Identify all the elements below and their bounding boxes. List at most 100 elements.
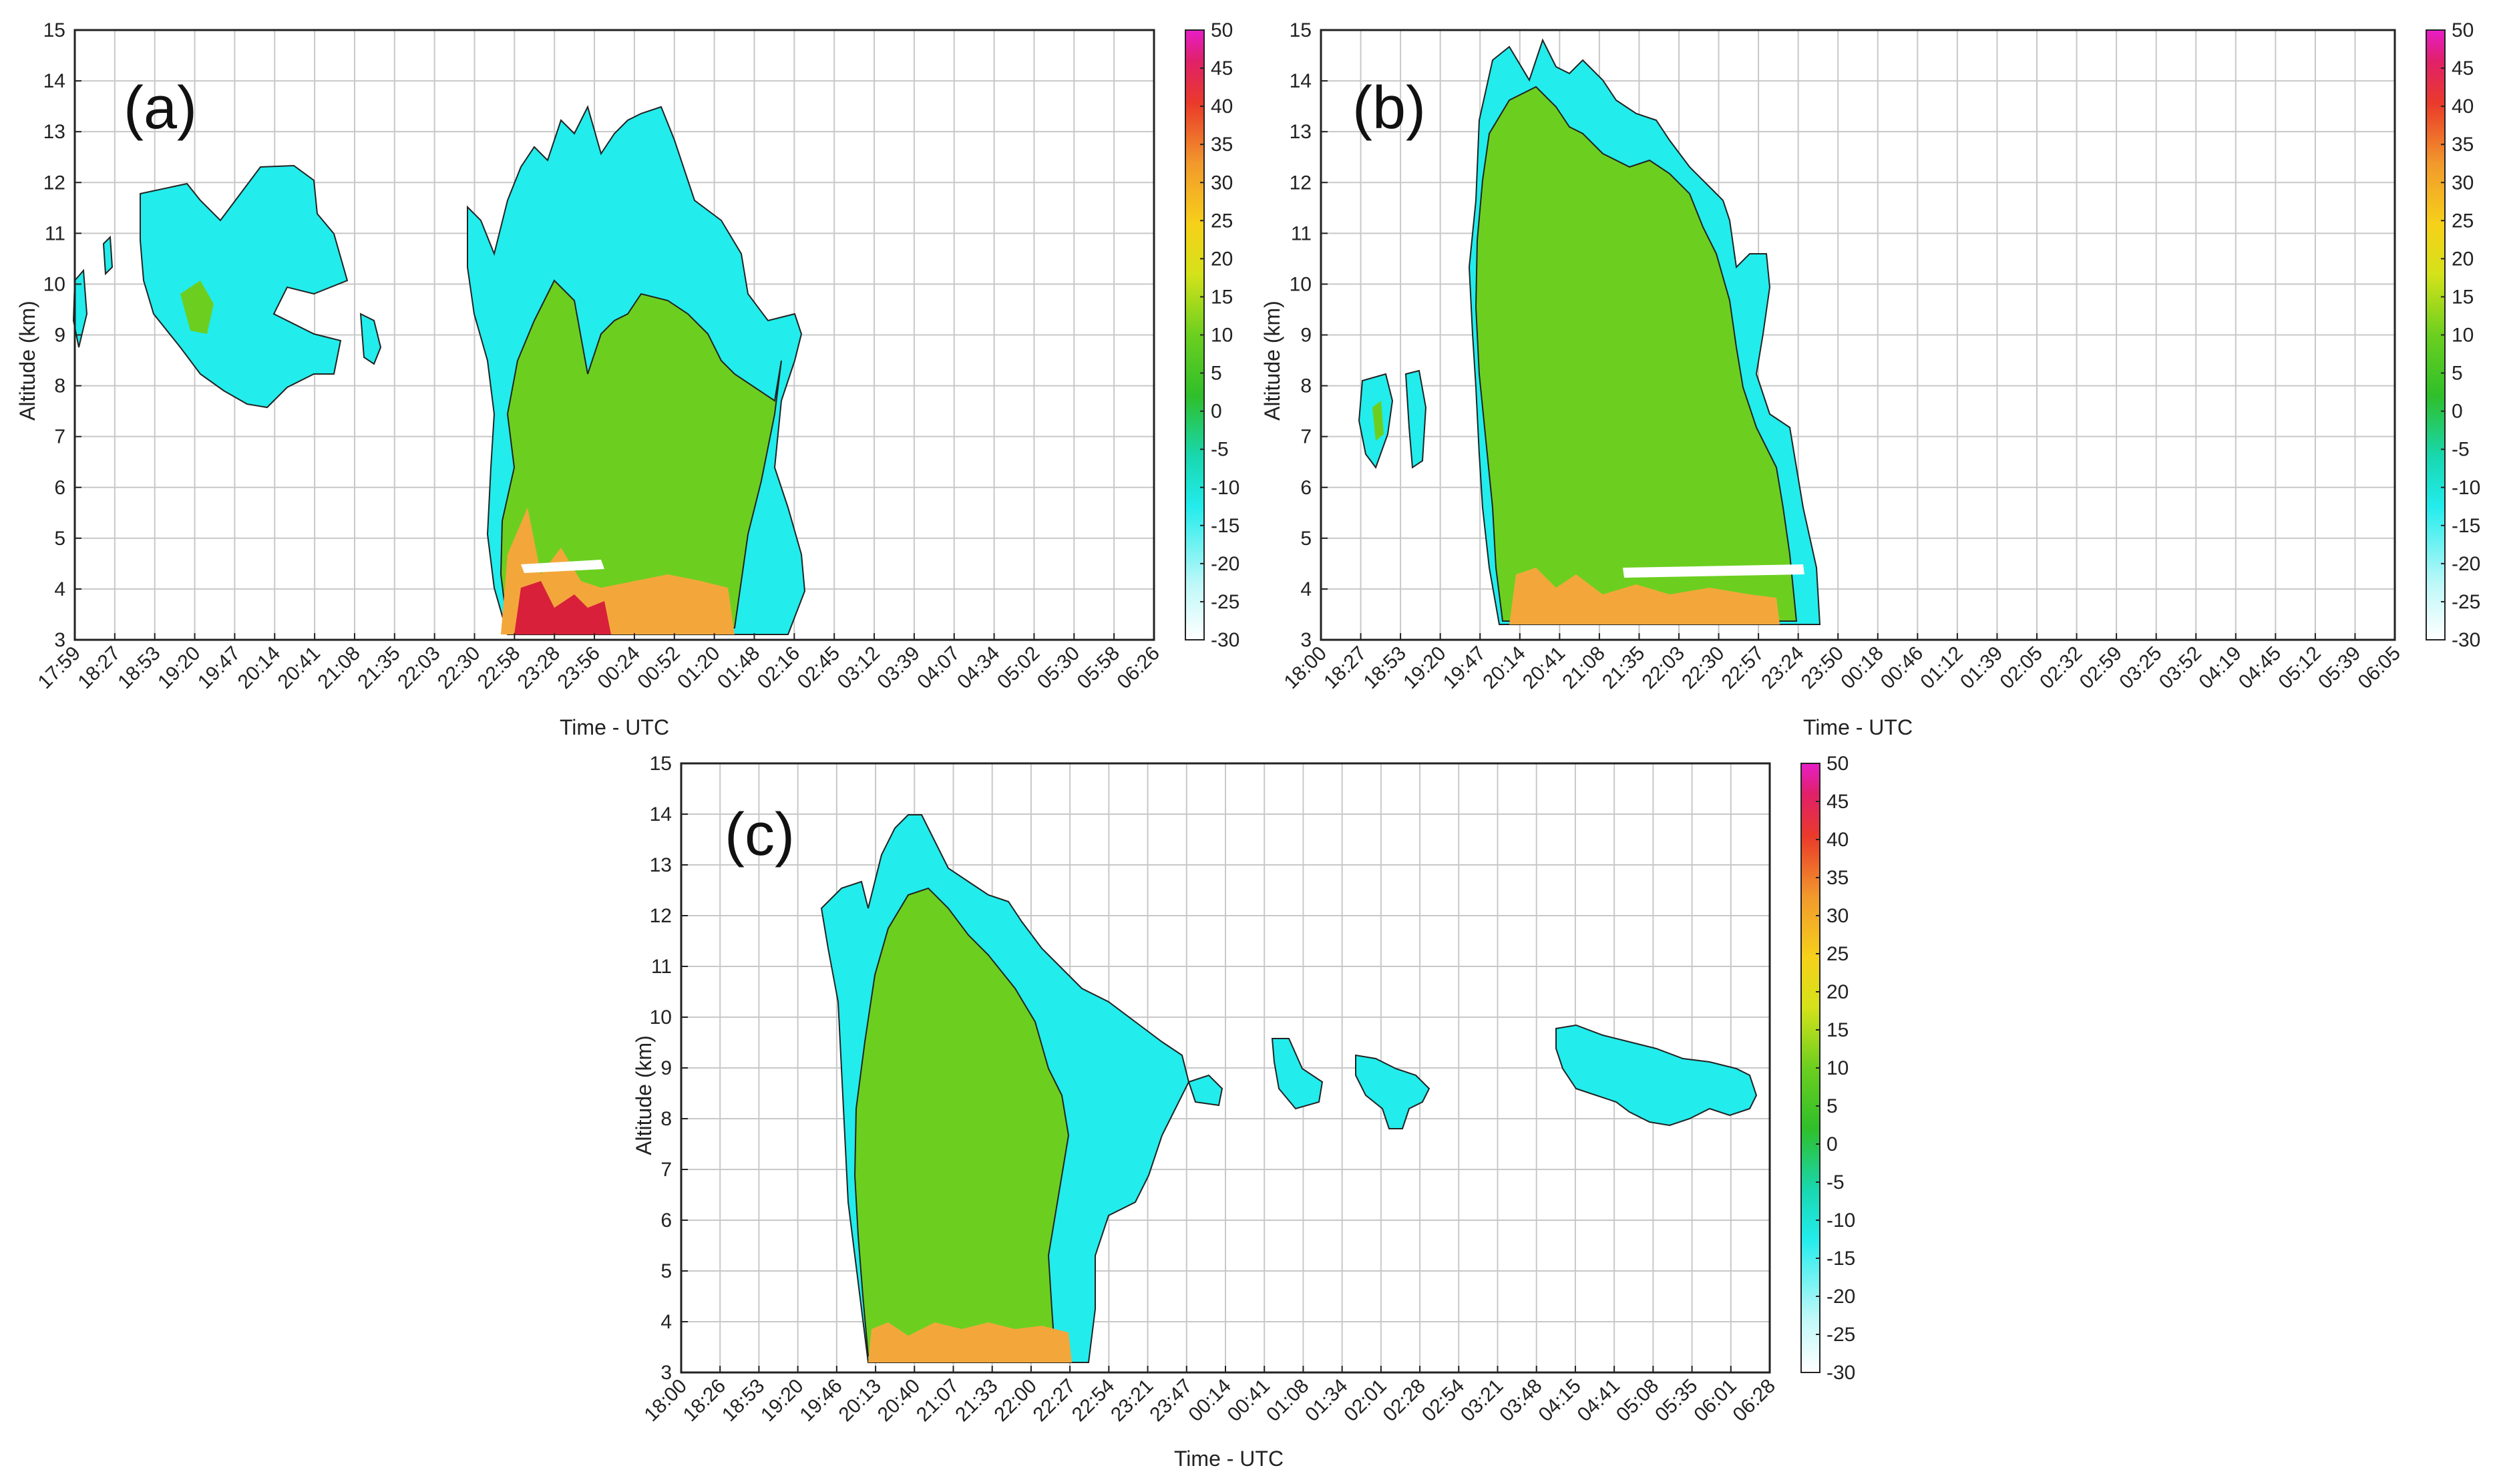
x-tick-label: 01:20 [673, 642, 724, 693]
y-tick-label: 5 [1300, 528, 1312, 550]
x-tick-label: 03:52 [2155, 642, 2206, 693]
y-tick-label: 10 [1290, 273, 1312, 295]
colorbar-tick-label: 40 [2452, 96, 2474, 118]
x-tick-label: 20:41 [1519, 642, 1569, 693]
x-tick-label: 02:16 [753, 642, 804, 693]
y-tick-label: 3 [54, 629, 65, 651]
colorbar-tick-label: 35 [1827, 867, 1849, 889]
colorbar-tick-label: 50 [1211, 19, 1233, 41]
y-tick-label: 4 [660, 1311, 672, 1333]
x-tick-label: 23:28 [514, 642, 564, 693]
axes-frame [1320, 29, 2396, 641]
x-tick-labels: 17:5918:2718:5319:2019:4720:1420:4121:08… [34, 642, 1164, 693]
colorbar-tick-label: 40 [1211, 96, 1233, 118]
y-tick-label: 13 [43, 121, 65, 143]
x-tick-label: 23:21 [1107, 1375, 1157, 1426]
colorbar-tick-label: -20 [2452, 553, 2480, 575]
x-tick-label: 23:24 [1757, 642, 1808, 693]
echo-main-orange-b [1509, 568, 1780, 624]
colorbar-tick-label: 10 [1827, 1057, 1849, 1079]
x-tick-label: 03:25 [2115, 642, 2166, 693]
x-tick-label: 06:26 [1113, 642, 1164, 693]
colorbar-tick-label: 15 [1211, 286, 1233, 308]
colorbar-tick-label: -5 [1827, 1171, 1845, 1193]
colorbar-tick-label: -20 [1827, 1286, 1855, 1308]
echo-cirrus-a1-core [180, 281, 214, 334]
echo-main-green-a [500, 279, 782, 628]
x-tick-label: 06:01 [1690, 1375, 1740, 1426]
colorbar-tick-label: -15 [1827, 1248, 1855, 1270]
x-tick-label: 00:46 [1877, 642, 1927, 693]
x-tick-label: 00:52 [633, 642, 684, 693]
echo-cirrus-a3 [72, 268, 88, 348]
x-tick-label: 22:30 [433, 642, 484, 693]
x-tick-label: 23:50 [1797, 642, 1848, 693]
y-tick-label: 3 [660, 1362, 672, 1384]
y-tick-label: 7 [660, 1159, 672, 1181]
colorbar-tick-label: 25 [1827, 943, 1849, 965]
x-tick-label: 02:54 [1418, 1375, 1469, 1426]
panel-label: (b) [1352, 75, 1426, 142]
axes-frame [680, 762, 1771, 1374]
x-tick-label: 02:32 [2036, 642, 2086, 693]
y-tick-label: 15 [650, 753, 672, 775]
x-tick-label: 00:14 [1185, 1375, 1235, 1426]
y-tick-label: 9 [660, 1057, 672, 1079]
y-tick-label: 11 [45, 222, 65, 244]
x-tick-label: 18:53 [114, 642, 164, 693]
x-tick-label: 05:35 [1651, 1375, 1702, 1426]
colorbar-tick-label: 0 [1827, 1133, 1838, 1155]
echo-main-green-c [853, 887, 1070, 1356]
x-tick-label: 06:28 [1729, 1375, 1780, 1426]
y-tick-label: 9 [1300, 325, 1312, 347]
colorbar-tick-label: 5 [1211, 363, 1222, 385]
colorbar-tick-label: 15 [2452, 286, 2474, 308]
y-tick-label: 6 [54, 477, 65, 499]
x-tick-label: 23:56 [554, 642, 604, 693]
colorbar-tick-label: -5 [2452, 439, 2470, 461]
x-tick-label: 19:47 [194, 642, 244, 693]
colorbar-tick-label: 45 [1211, 57, 1233, 79]
bright-band-b [1623, 564, 1804, 578]
colorbar-tick-label: 20 [1211, 248, 1233, 270]
x-tick-label: 02:28 [1379, 1375, 1430, 1426]
radar-echo-field [820, 814, 1758, 1363]
x-tick-label: 20:13 [835, 1375, 886, 1426]
x-tick-label: 22:03 [393, 642, 444, 693]
colorbar-tick-label: 25 [2452, 210, 2474, 232]
y-tick-label: 7 [1300, 426, 1312, 448]
colorbar-tick-label: 50 [2452, 19, 2474, 41]
colorbar-tick-label: -30 [2452, 629, 2480, 651]
x-tick-label: 21:33 [951, 1375, 1002, 1426]
axes-border [1320, 29, 2396, 641]
y-tick-label: 13 [650, 854, 672, 876]
y-tick-label: 4 [54, 578, 65, 600]
y-tick-label: 6 [660, 1210, 672, 1232]
x-tick-label: 05:08 [1612, 1375, 1663, 1426]
colorbar-tick-label: 35 [2452, 134, 2474, 156]
x-tick-label: 22:57 [1718, 642, 1768, 693]
x-tick-label: 20:14 [1479, 642, 1529, 693]
x-tick-label: 02:45 [793, 642, 844, 693]
x-tick-label: 04:07 [913, 642, 964, 693]
y-tick-labels: 3 4 5 6 7 8 9 10 11 12 13 14 15 [650, 753, 672, 1384]
colorbar-tick-label: 0 [1211, 401, 1222, 423]
echo-cirrus-a2 [359, 313, 382, 365]
x-axis-label: Time - UTC [1803, 715, 1913, 739]
echo-main-orange-a [501, 508, 735, 634]
colorbar-tick-label: -10 [2452, 477, 2480, 499]
x-tick-label: 22:03 [1638, 642, 1689, 693]
colorbar-tick-label: -15 [1211, 515, 1239, 537]
axes-border [73, 29, 1155, 641]
x-tick-label: 21:35 [353, 642, 404, 693]
colorbar-tick-label: 5 [1827, 1095, 1838, 1117]
y-tick-label: 11 [651, 956, 672, 978]
y-tick-label: 4 [1300, 578, 1312, 600]
y-tick-label: 15 [1290, 19, 1312, 41]
y-tick-label: 7 [54, 426, 65, 448]
x-tick-label: 00:18 [1837, 642, 1887, 693]
echo-cirrus-a1 [140, 164, 349, 409]
y-tick-label: 10 [43, 273, 65, 295]
